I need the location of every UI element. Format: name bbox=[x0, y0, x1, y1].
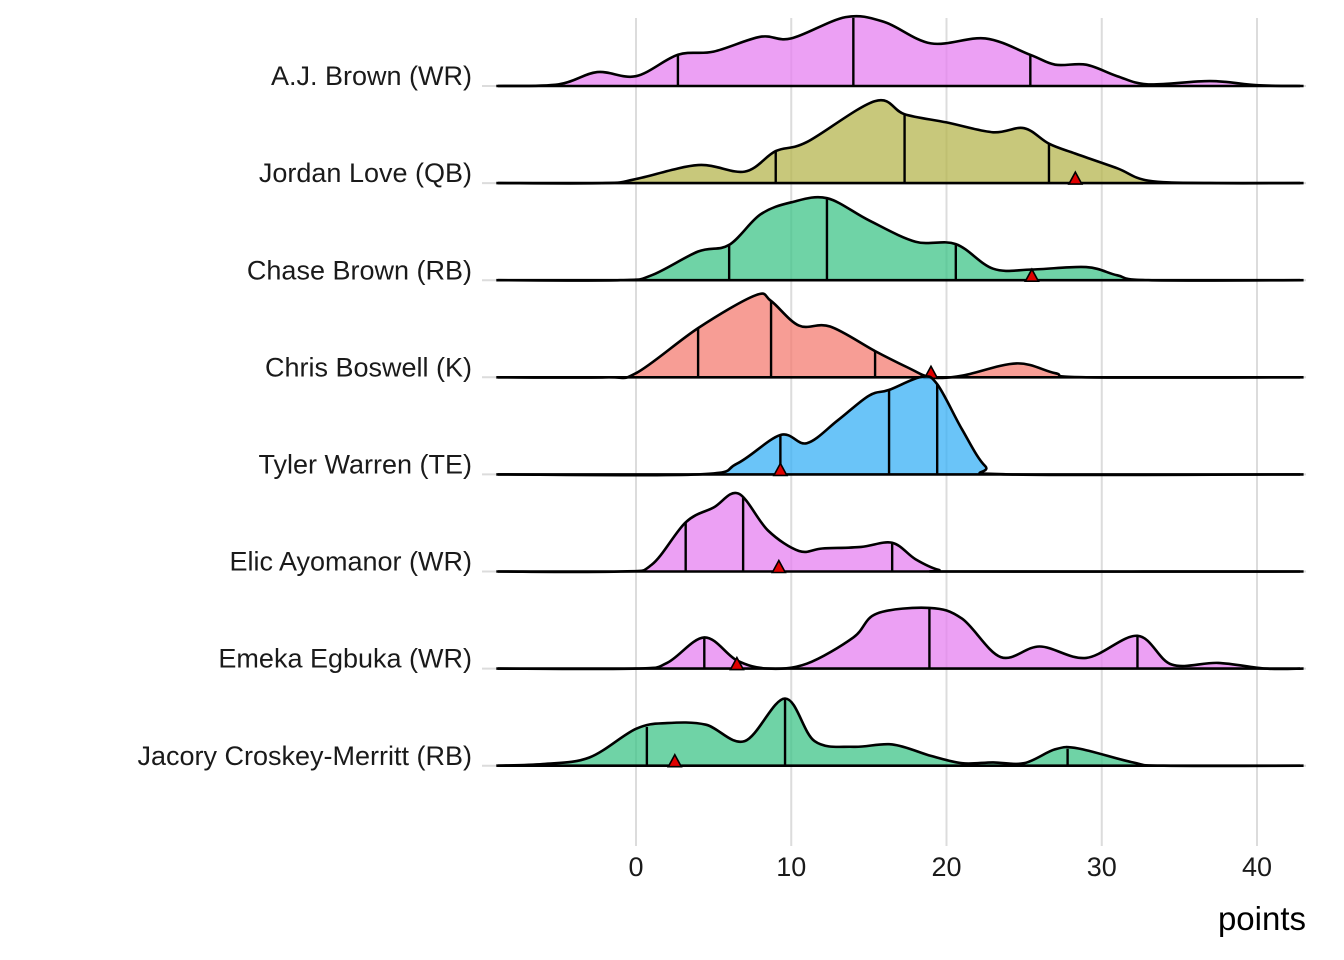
density-area bbox=[496, 492, 1304, 572]
actual-score-marker bbox=[666, 753, 683, 768]
y-axis-label: Tyler Warren (TE) bbox=[258, 450, 472, 480]
ridges bbox=[496, 14, 1304, 768]
actual-score-marker bbox=[770, 558, 787, 574]
y-axis-label: Jacory Croskey-Merritt (RB) bbox=[137, 741, 472, 771]
density-area bbox=[496, 698, 1304, 766]
actual-score-marker bbox=[1067, 170, 1084, 185]
actual-score-marker bbox=[729, 655, 745, 671]
x-tick-label: 40 bbox=[1242, 852, 1272, 882]
x-tick-label: 30 bbox=[1087, 852, 1117, 882]
ridge-emeka-egbuka-wr bbox=[496, 606, 1304, 671]
density-outline bbox=[496, 292, 1304, 380]
actual-score-marker bbox=[1024, 267, 1040, 282]
y-axis-label: Elic Ayomanor (WR) bbox=[229, 547, 472, 577]
density-outline bbox=[496, 491, 1304, 574]
x-tick-label: 10 bbox=[776, 852, 806, 882]
ridge-elic-ayomanor-wr bbox=[496, 491, 1304, 574]
ridge-jacory-croskey-merritt-rb bbox=[496, 697, 1304, 768]
density-outline bbox=[496, 697, 1304, 768]
ridge-chris-boswell-k bbox=[496, 292, 1304, 380]
y-axis-label: Chase Brown (RB) bbox=[247, 255, 472, 285]
x-tick-label: 20 bbox=[931, 852, 961, 882]
ridge-chase-brown-rb bbox=[496, 195, 1304, 282]
density-outline bbox=[496, 375, 1304, 477]
actual-score-marker bbox=[772, 461, 789, 477]
density-area bbox=[496, 376, 1304, 476]
y-axis-labels: A.J. Brown (WR) Jordan Love (QB) Chase Bro… bbox=[137, 61, 472, 771]
density-outline bbox=[496, 98, 1304, 185]
x-axis-title: points bbox=[1218, 900, 1306, 937]
y-axis-label: A.J. Brown (WR) bbox=[271, 61, 472, 91]
density-outline bbox=[496, 195, 1304, 282]
ridge-a-j-brown-wr bbox=[496, 14, 1304, 88]
y-axis-label: Chris Boswell (K) bbox=[265, 352, 472, 382]
density-area bbox=[496, 607, 1304, 670]
density-area bbox=[496, 197, 1304, 281]
ridge-tyler-warren-te bbox=[496, 375, 1304, 477]
density-area bbox=[496, 100, 1304, 184]
x-axis-ticks: 0 10 20 30 40 bbox=[628, 852, 1272, 882]
density-outline bbox=[496, 14, 1304, 88]
density-area bbox=[496, 293, 1304, 379]
y-axis-label: Jordan Love (QB) bbox=[259, 158, 472, 188]
density-outline bbox=[496, 606, 1304, 671]
ridge-jordan-love-qb bbox=[496, 98, 1304, 185]
x-tick-label: 0 bbox=[628, 852, 643, 882]
y-axis-label: Emeka Egbuka (WR) bbox=[218, 644, 472, 674]
density-area bbox=[496, 16, 1304, 87]
